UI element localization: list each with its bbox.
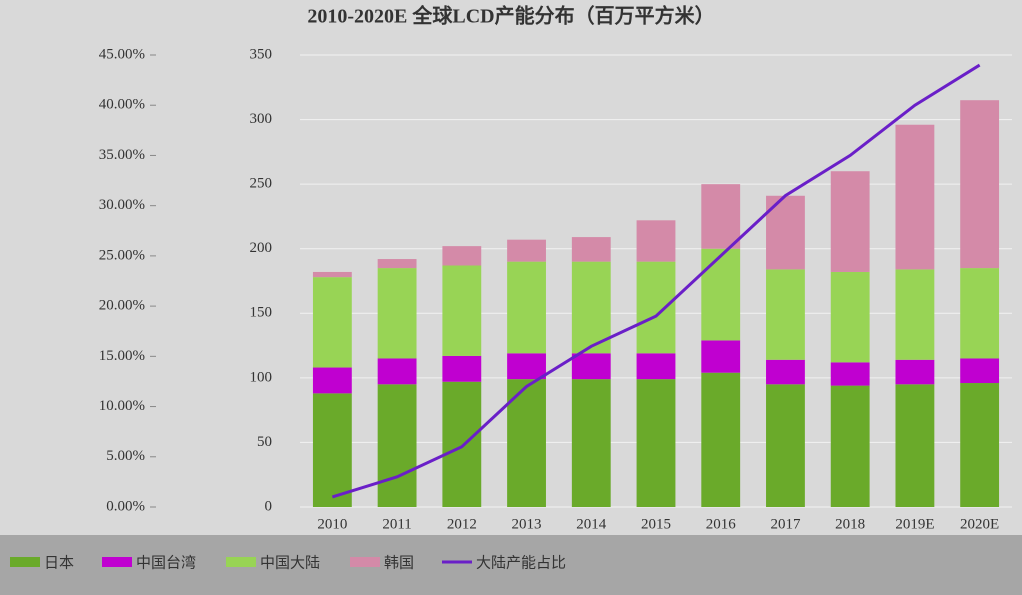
y2-tick-label: 5.00% <box>106 448 145 464</box>
legend-swatch <box>10 557 40 567</box>
bar-segment <box>312 277 352 368</box>
bar-segment <box>960 358 1000 384</box>
x-tick-label: 2020E <box>960 516 999 532</box>
bar-segment <box>830 385 870 507</box>
legend-label: 韩国 <box>384 554 414 572</box>
bar-segment <box>830 362 870 386</box>
bar-segment <box>442 381 482 507</box>
bar-segment <box>571 353 611 380</box>
y2-tick-label: 0.00% <box>106 498 145 514</box>
bar-segment <box>571 379 611 507</box>
bar-segment <box>507 353 546 380</box>
bar-segment <box>895 269 935 360</box>
legend-band <box>0 535 1022 595</box>
bar-segment <box>895 124 935 270</box>
x-tick-label: 2013 <box>512 516 542 532</box>
y2-tick-label: 15.00% <box>99 348 145 364</box>
y2-tick-label: 45.00% <box>99 46 145 62</box>
y2-tick-label: 40.00% <box>99 97 145 113</box>
y-tick-label: 0 <box>265 498 273 514</box>
x-tick-label: 2011 <box>382 516 411 532</box>
y-tick-label: 300 <box>250 111 273 127</box>
y2-tick-label: 10.00% <box>99 398 145 414</box>
x-tick-label: 2015 <box>641 516 671 532</box>
y2-tick-label: 30.00% <box>99 197 145 213</box>
chart-title: 2010-2020E 全球LCD产能分布（百万平方米） <box>307 4 714 28</box>
y2-tick-label: 35.00% <box>99 147 145 163</box>
bar-segment <box>636 261 676 354</box>
bar-segment <box>312 393 352 507</box>
bar-segment <box>507 261 546 354</box>
bar-segment <box>960 383 1000 507</box>
bar-segment <box>960 100 1000 269</box>
bar-segment <box>636 353 676 380</box>
x-tick-label: 2016 <box>706 516 737 532</box>
bar-segment <box>442 246 482 266</box>
bar-segment <box>830 271 870 363</box>
bar-segment <box>442 265 482 356</box>
bar-segment <box>960 268 1000 359</box>
bar-segment <box>377 384 417 507</box>
bar-segment <box>701 184 741 249</box>
legend-swatch <box>226 557 256 567</box>
bar-segment <box>766 384 805 507</box>
bar-segment <box>636 379 676 507</box>
x-tick-label: 2019E <box>895 516 934 532</box>
bar-segment <box>571 261 611 354</box>
bar-segment <box>766 269 805 360</box>
bar-segment <box>312 271 352 278</box>
x-tick-label: 2012 <box>447 516 477 532</box>
legend-swatch <box>350 557 380 567</box>
bar-segment <box>895 359 935 385</box>
bar-segment <box>377 259 417 269</box>
bar-segment <box>507 239 546 262</box>
x-tick-label: 2010 <box>317 516 347 532</box>
bar-segment <box>701 372 741 507</box>
bar-segment <box>377 358 417 385</box>
bar-segment <box>895 384 935 507</box>
y-tick-label: 100 <box>250 369 273 385</box>
bar-segment <box>766 359 805 385</box>
legend-label: 日本 <box>44 554 74 572</box>
y-tick-label: 50 <box>257 434 272 450</box>
y2-tick-label: 25.00% <box>99 247 145 263</box>
y-tick-label: 150 <box>250 305 273 321</box>
y2-tick-label: 20.00% <box>99 298 145 314</box>
legend-label: 中国大陆 <box>260 554 320 572</box>
y-tick-label: 200 <box>250 240 273 256</box>
bar-segment <box>571 237 611 262</box>
bar-segment <box>442 355 482 382</box>
line-series <box>331 63 981 499</box>
y-tick-label: 350 <box>250 46 273 62</box>
bar-segment <box>830 171 870 272</box>
legend-label: 大陆产能占比 <box>476 554 566 572</box>
x-tick-label: 2017 <box>770 516 801 532</box>
bar-segment <box>377 268 417 359</box>
legend-swatch <box>102 557 132 567</box>
x-tick-label: 2018 <box>835 516 865 532</box>
y-tick-label: 250 <box>250 176 273 192</box>
bar-segment <box>701 248 741 341</box>
x-tick-label: 2014 <box>576 516 607 532</box>
bar-segment <box>312 367 352 394</box>
bar-segment <box>701 340 741 373</box>
legend-label: 中国台湾 <box>136 554 196 572</box>
bar-segment <box>636 220 676 262</box>
